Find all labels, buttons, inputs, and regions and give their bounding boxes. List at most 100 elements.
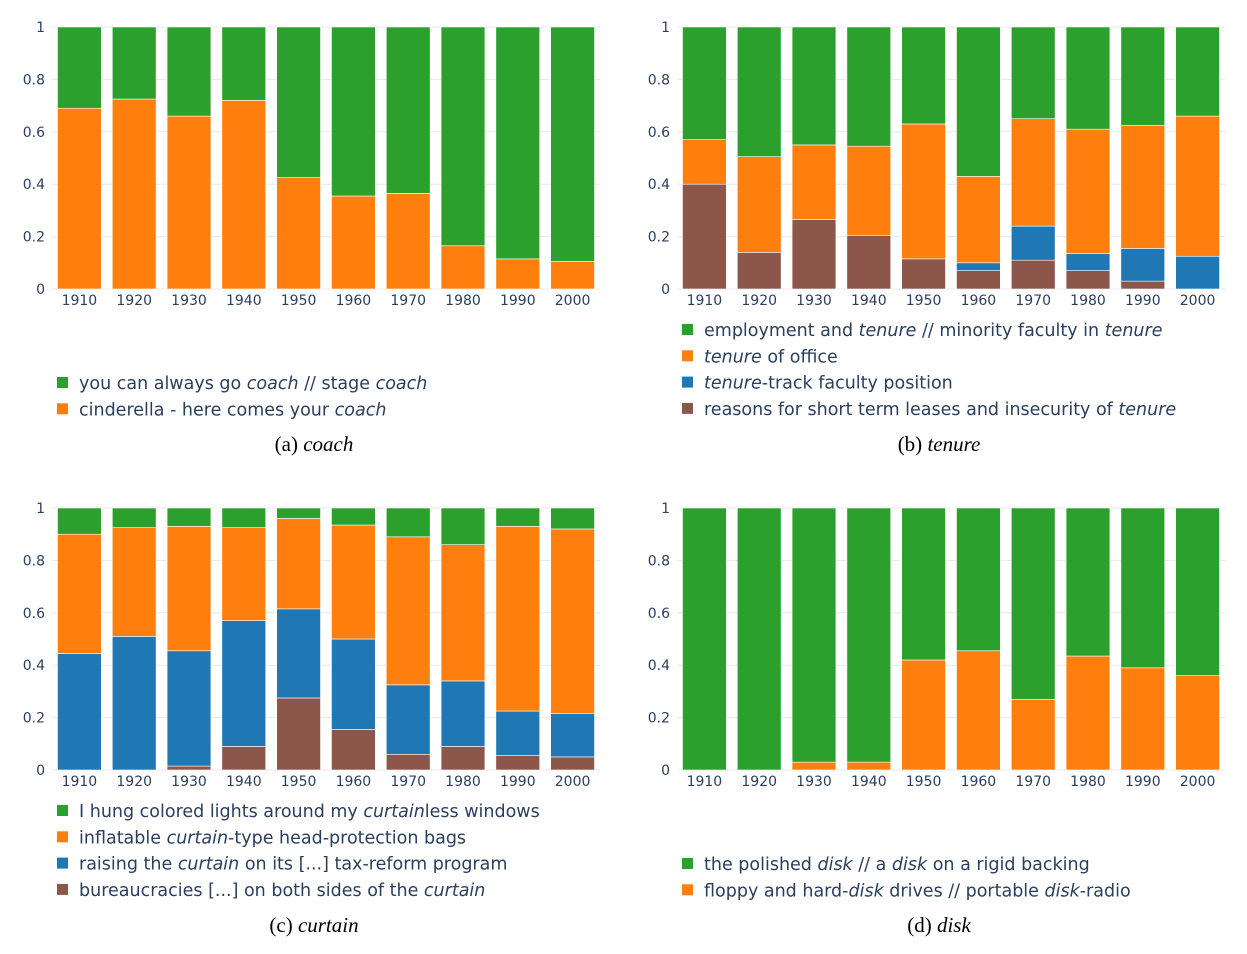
bar-segment-green-1980 [1065, 26, 1111, 130]
x-tick-label: 1930 [171, 774, 207, 790]
legend-swatch-green [682, 858, 693, 869]
bar-segment-brown-2000 [550, 756, 595, 771]
bar-segment-green-1950 [276, 26, 321, 178]
y-tick-label: 0.2 [648, 711, 670, 727]
x-tick-label: 1940 [226, 293, 262, 309]
legend-keyword: tenure [704, 347, 762, 367]
bar-segment-green-2000 [550, 26, 595, 262]
bar-segment-blue-2000 [1175, 255, 1220, 290]
legend-swatch-brown [682, 402, 693, 414]
bar-segment-orange-1990 [1120, 124, 1166, 249]
x-tick-label: 1990 [1125, 293, 1161, 309]
bar-segment-green-1970 [1010, 507, 1056, 700]
x-tick-label: 1950 [281, 293, 317, 309]
y-tick-label: 1 [661, 20, 670, 36]
bar-segment-green-2000 [1175, 507, 1220, 676]
bar-segment-orange-1980 [440, 245, 486, 290]
bar-segment-orange-1980 [1065, 128, 1111, 254]
x-tick-label: 1940 [851, 774, 887, 790]
legend-text: -radio [1080, 881, 1131, 901]
bar-segment-green-1980 [440, 507, 486, 545]
x-tick-label: 2000 [1180, 774, 1216, 790]
bar-segment-green-1950 [276, 507, 321, 519]
bar-segment-blue-1960 [956, 262, 1001, 271]
bar-segment-blue-1940 [221, 620, 267, 747]
legend-swatch-orange [682, 884, 693, 896]
x-tick-label: 1970 [390, 774, 426, 790]
bar-segment-blue-1970 [1010, 225, 1056, 261]
bar-segment-orange-1940 [221, 527, 267, 621]
legend-text: bureaucracies [...] on both sides of the [79, 881, 424, 901]
bar-segment-green-1920 [111, 26, 157, 100]
x-tick-label: 1930 [796, 774, 832, 790]
legend-entry: the polished disk // a disk on a rigid b… [704, 855, 1090, 875]
x-tick-label: 2000 [555, 774, 591, 790]
bar-segment-green-1930 [791, 507, 837, 763]
legend-entry: employment and tenure // minority facult… [704, 321, 1162, 341]
legend-keyword: tenure [859, 321, 917, 341]
bar-segment-orange-1910 [682, 139, 727, 185]
bar-segment-orange-1980 [1065, 655, 1111, 771]
bar-segment-green-1950 [901, 26, 946, 125]
bar-segment-blue-2000 [550, 713, 595, 758]
legend-text: you can always go [79, 374, 247, 394]
bar-segment-green-1980 [440, 26, 486, 247]
x-tick-label: 1910 [62, 293, 98, 309]
panel-caption: (d) disk [907, 913, 971, 937]
bar-segment-green-1990 [495, 26, 541, 260]
bar-segment-orange-1960 [331, 195, 376, 290]
bar-segment-orange-1920 [111, 98, 157, 290]
x-tick-label: 1950 [906, 293, 942, 309]
bar-segment-orange-1970 [385, 193, 431, 290]
x-tick-label: 1930 [796, 293, 832, 309]
legend-keyword: curtain [424, 881, 485, 901]
legend-keyword: coach [335, 400, 387, 420]
bar-segment-green-1960 [331, 507, 376, 526]
legend-entry: bureaucracies [...] on both sides of the… [79, 881, 485, 901]
bar-segment-green-1940 [221, 507, 267, 528]
chart-panel-disk: 0 0.2 0.4 0.6 0.8 1 1910 1920 1930 1940 1950 1960 19… [648, 501, 1225, 937]
caption-word: curtain [298, 913, 359, 937]
legend-entry: inflatable curtain-type head-protection … [79, 828, 466, 848]
x-tick-label: 1960 [336, 774, 372, 790]
bar-segment-orange-1920 [736, 156, 782, 253]
legend-text: on its [...] tax-reform program [239, 855, 507, 875]
x-tick-label: 1940 [851, 293, 887, 309]
bar-segment-orange-1990 [495, 526, 541, 712]
bar-segment-blue-1960 [331, 638, 376, 730]
caption-label: (c) [269, 913, 292, 937]
bar-segment-green-1990 [1120, 26, 1166, 126]
x-tick-label: 1960 [336, 293, 372, 309]
bar-segment-orange-1940 [221, 100, 267, 290]
x-tick-label: 1940 [226, 774, 262, 790]
bar-segment-orange-1950 [276, 177, 321, 290]
bar-segment-brown-1940 [221, 746, 267, 771]
legend-text: raising the [79, 855, 178, 875]
x-tick-label: 1990 [500, 293, 536, 309]
bar-segment-blue-1990 [495, 710, 541, 756]
bar-segment-green-1930 [791, 26, 837, 146]
legend-entry: floppy and hard-disk drives // portable … [704, 881, 1131, 901]
bar-segment-orange-1910 [57, 533, 102, 654]
x-tick-label: 1950 [906, 774, 942, 790]
bar-segment-brown-1990 [1120, 280, 1166, 290]
legend-keyword: curtain [178, 855, 239, 875]
legend-keyword: disk [848, 881, 884, 901]
y-tick-label: 0.2 [23, 230, 45, 246]
bar-segment-blue-1910 [57, 653, 102, 771]
bar-segment-brown-1960 [956, 270, 1001, 290]
legend-text: // minority faculty in [916, 321, 1104, 341]
x-tick-label: 1920 [741, 774, 777, 790]
legend-text: floppy and hard- [704, 881, 848, 901]
legend-keyword: coach [376, 374, 428, 394]
bar-segment-brown-1940 [846, 234, 892, 290]
bar-segment-green-1970 [1010, 26, 1056, 119]
legend-swatch-green [57, 377, 68, 388]
bar-segment-blue-1970 [385, 684, 431, 755]
y-tick-label: 1 [36, 501, 45, 517]
legend-keyword: disk [817, 855, 853, 875]
bar-segment-orange-1910 [57, 107, 102, 290]
bar-segment-orange-2000 [550, 261, 595, 290]
legend-keyword: curtain [363, 802, 424, 822]
